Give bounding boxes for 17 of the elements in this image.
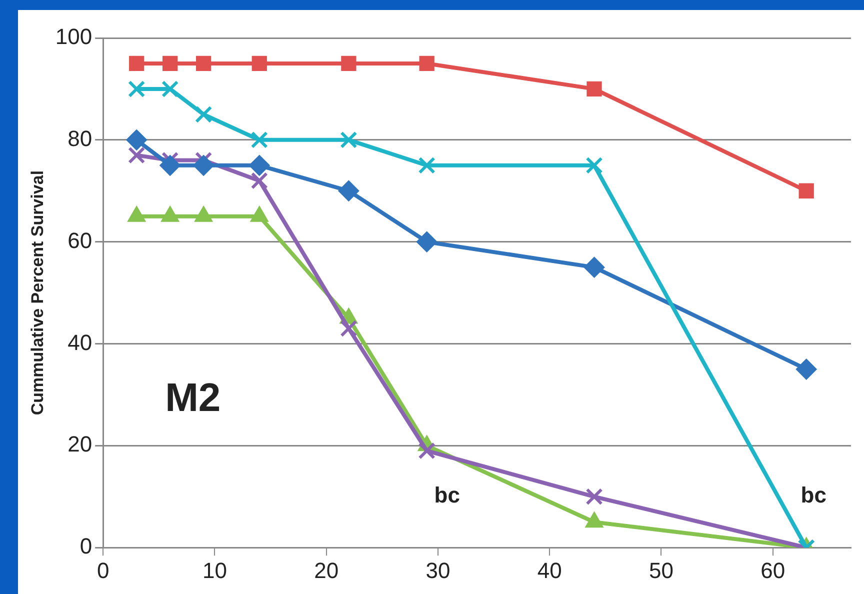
x-tick-label: 10 [202, 558, 227, 583]
y-tick-label: 20 [68, 432, 92, 457]
y-tick-label: 60 [68, 228, 92, 253]
annotation: bc [434, 482, 460, 508]
x-tick-label: 50 [648, 558, 674, 583]
y-tick-label: 40 [68, 330, 92, 355]
x-tick-label: 40 [537, 558, 562, 583]
x-tick-label: 30 [426, 558, 450, 583]
x-tick-label: 0 [96, 558, 110, 583]
y-tick-label: 0 [80, 534, 92, 559]
y-tick-label: 80 [68, 126, 92, 151]
x-tick-label: 20 [314, 558, 339, 583]
annotation: M2 [165, 376, 221, 420]
annotation: bc [800, 482, 826, 508]
y-tick-label: 100 [55, 24, 92, 50]
x-tick-label: 60 [760, 558, 786, 583]
y-axis-title: Cummulative Percent Survival [28, 170, 47, 416]
